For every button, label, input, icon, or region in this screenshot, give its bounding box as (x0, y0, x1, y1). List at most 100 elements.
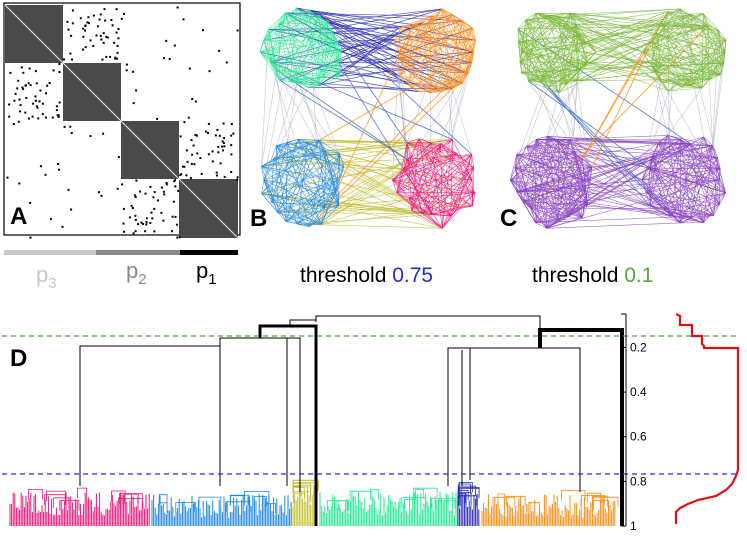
network-edge (525, 13, 536, 21)
network-edge (649, 136, 704, 169)
network-edge (646, 192, 692, 219)
network-edge (279, 14, 320, 24)
network-edge (408, 84, 442, 92)
network-edge (708, 25, 719, 31)
network-edge (514, 167, 583, 218)
network-edge (712, 145, 718, 158)
network-edge (569, 138, 726, 194)
network-edge (422, 22, 431, 93)
network-edge (421, 154, 472, 214)
network-edge (547, 136, 559, 221)
network-edge (317, 76, 341, 86)
network-edge (308, 9, 329, 23)
matrix-dot (153, 191, 156, 194)
network-edge (319, 139, 326, 152)
network-edge (690, 143, 713, 147)
network-edge (649, 205, 681, 224)
network-edge (517, 25, 709, 30)
network-edge (277, 212, 310, 227)
network-edge (547, 15, 581, 35)
matrix-dot (178, 236, 181, 239)
network-edge (668, 39, 727, 92)
network-edge (657, 143, 720, 205)
network-edge (530, 25, 709, 209)
network-edge (406, 159, 432, 215)
network-edge (557, 16, 586, 43)
network-edge (307, 85, 319, 88)
network-edge (462, 20, 476, 41)
network-edge (261, 166, 278, 213)
network-edge (577, 62, 588, 81)
network-edge (587, 204, 672, 217)
network-edge (667, 11, 727, 41)
matrix-dot (223, 175, 226, 178)
matrix-dot (142, 222, 144, 225)
network-edge (546, 219, 559, 229)
matrix-dot (89, 39, 92, 42)
matrix-dot (69, 125, 72, 128)
network-edge (317, 76, 325, 86)
dendrogram-branch (435, 500, 460, 511)
matrix-dot (177, 189, 180, 192)
network-edge (430, 16, 442, 92)
matrix-dot (29, 84, 32, 87)
matrix-dot (71, 9, 74, 12)
network-edge (412, 24, 476, 41)
network-edge (641, 90, 669, 181)
network-edge (516, 153, 672, 217)
network-edge (400, 27, 473, 63)
network-edge (514, 151, 576, 168)
network-edge (270, 23, 280, 62)
network-edge (547, 136, 583, 218)
matrix-dot (116, 187, 119, 190)
matrix-dot (218, 134, 221, 137)
matrix-dot (230, 144, 233, 147)
network-edge (308, 153, 340, 227)
matrix-dot (41, 102, 44, 105)
network-edge (690, 143, 720, 181)
network-edge (585, 13, 704, 43)
network-edge (471, 154, 473, 207)
network-edge (429, 39, 476, 94)
matrix-dot (160, 211, 163, 214)
network-edge (649, 143, 659, 206)
matrix-dot (191, 98, 194, 100)
matrix-dot (207, 122, 210, 125)
network-edge (399, 15, 432, 29)
matrix-dot (8, 103, 11, 106)
dendrogram-branch (457, 489, 469, 501)
network-edge (263, 142, 288, 181)
network-edge (657, 143, 721, 170)
network-edge (521, 63, 724, 74)
network-edge (680, 215, 714, 224)
network-edge (528, 80, 559, 94)
matrix-dot (106, 36, 109, 39)
matrix-dot (100, 38, 103, 41)
network-edge (279, 41, 338, 81)
network-edge (718, 30, 724, 64)
network-edge (576, 24, 597, 53)
network-edge (285, 205, 339, 222)
matrix-dot (98, 191, 100, 194)
network-edge (535, 13, 727, 41)
matrix-dot (69, 52, 72, 55)
network-edge (535, 179, 590, 223)
matrix-dot (110, 19, 113, 21)
network-edge (261, 166, 322, 225)
matrix-dot (153, 207, 156, 210)
matrix-dot (152, 196, 155, 199)
dendrogram-branch (415, 488, 425, 500)
matrix-dot (183, 165, 186, 168)
network-edge (536, 139, 569, 218)
network-edge (654, 13, 704, 73)
matrix-dot (125, 69, 128, 72)
network-edge (273, 142, 308, 160)
network-edge (680, 39, 727, 88)
network-edge (519, 61, 541, 82)
network-edge (657, 143, 713, 147)
matrix-dot (21, 86, 24, 89)
matrix-dot (57, 115, 60, 118)
dendrogram-branch (497, 493, 506, 504)
network-edge (456, 153, 475, 168)
matrix-dot (163, 193, 166, 196)
